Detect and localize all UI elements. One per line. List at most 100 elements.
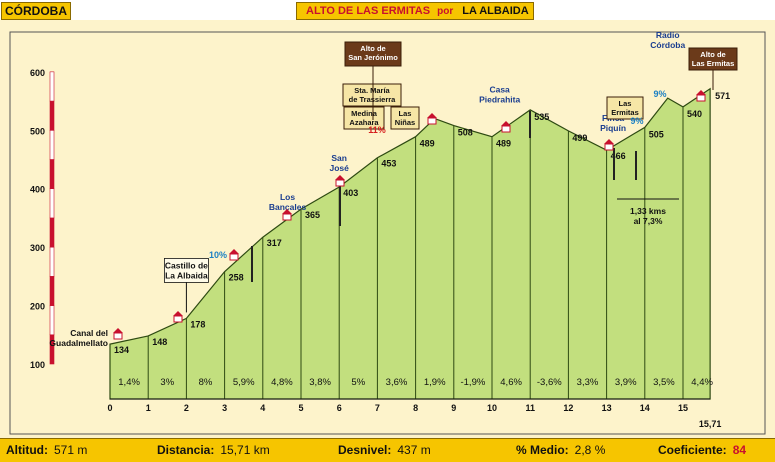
region-label: CÓRDOBA [1,2,71,20]
altitude-scale-block [49,276,55,306]
house-body [335,179,345,187]
footer-desnivel: Desnivel: 437 m [338,443,431,457]
house-roof [335,175,345,180]
segment-gradient-label: 4,4% [691,377,713,388]
segment-gradient-label: 5,9% [233,377,255,388]
house-body [696,94,706,102]
elevation-label: 489 [496,139,511,149]
elevation-label: 403 [343,188,358,198]
sign-box [343,106,385,130]
x-tick-label: 2 [184,403,189,413]
segment-gradient-label: 3,5% [653,377,675,388]
house-icon [282,209,292,221]
x-tick-label: 14 [640,403,650,413]
sign-label: Niñas [395,118,415,127]
elevation-label: 499 [572,133,587,143]
x-tick-label: 12 [563,403,573,413]
house-body [113,332,123,340]
title-por: por [437,6,454,17]
x-tick-label: 10 [487,403,497,413]
house-roof [604,139,614,144]
segment-gradient-label: -3,6% [537,377,562,388]
altitude-scale-block [49,246,55,277]
place-label: Piquín [600,123,626,133]
house-body [173,315,183,323]
altitude-scale-block [49,217,55,248]
segment-gradient-label: 3,8% [309,377,331,388]
elevation-label: 134 [114,345,129,355]
desnivel-label: Desnivel: [338,443,392,457]
segment-gradient-label: 3,3% [577,377,599,388]
sign-label: Alto de [360,44,385,53]
x-tick-label: 3 [222,403,227,413]
chart-panel: 100 200 300 400 500 600 0 1 2 3 4 5 6 7 8 9 10 11 12 13 14 15… [0,20,775,438]
elevation-label: 453 [381,159,396,169]
footer-coef: Coeficiente: 84 [658,443,746,457]
elevation-label: 535 [534,112,549,122]
annotation-label: 11% [368,125,386,135]
title-start: LA ALBAIDA [462,5,529,17]
x-tick-label: 7 [375,403,380,413]
sign-label: Las [399,109,412,118]
y-tick-label: 400 [30,185,45,195]
elevation-label: 540 [687,109,702,119]
house-roof [229,249,239,254]
sign-label: Ermitas [611,108,639,117]
sign-label: San Jerónimo [348,53,398,62]
x-tick-label: 11 [525,403,535,413]
segment-gradient-label: 4,8% [271,377,293,388]
house-icon [113,328,123,340]
y-tick-label: 600 [30,68,45,78]
sign-box [344,41,402,67]
house-roof [282,209,292,214]
elevation-label: 178 [190,319,205,329]
profile-area [109,87,711,400]
house-roof [696,90,706,95]
y-tick-label: 200 [30,302,45,312]
coef-value: 84 [732,443,747,457]
segment-gradient-label: 5% [351,377,365,388]
sign-label: Alto de [700,50,725,59]
stats-footer: Altitud: 571 m Distancia: 15,71 km Desnive… [0,438,775,462]
segment-gradient-label: 1,9% [424,377,446,388]
house-roof [501,121,511,126]
x-tick-label: 6 [337,403,342,413]
x-tick-label: 15,71 [699,419,722,429]
place-label: Casa [489,84,510,94]
y-tick-label: 500 [30,126,45,136]
house-body [282,213,292,221]
place-label: Córdoba [650,40,685,50]
sign-label: Las Ermitas [692,59,735,68]
elevation-label: 365 [305,210,320,220]
altitude-scale-block [49,305,55,336]
house-body [604,143,614,151]
altitud-value: 571 m [53,443,88,457]
top-bar: CÓRDOBA ALTO DE LAS ERMITAS por LA ALBAI… [0,0,775,20]
place-label: Castillo de [165,260,208,270]
elevation-label: 571 [715,91,730,101]
altitude-scale-block [49,71,55,102]
house-body [229,253,239,261]
y-tick-label: 300 [30,243,45,253]
segment-gradient-label: 3,6% [386,377,408,388]
distancia-label: Distancia: [157,443,215,457]
medio-value: 2,8 % [574,443,606,457]
place-label: La Albaida [165,270,208,280]
altitude-scale-block [49,188,55,219]
footer-altitud: Altitud: 571 m [6,443,87,457]
elevation-label: 505 [649,129,664,139]
medio-label: % Medio: [516,443,569,457]
segment-gradient-label: 3,9% [615,377,637,388]
segment-gradient-label: 4,6% [500,377,522,388]
elevation-label: 508 [458,128,473,138]
house-icon [229,249,239,261]
x-tick-label: 15 [678,403,688,413]
sign-label: Las [619,99,632,108]
sign-label: Medina [351,109,378,118]
annotation-label: 1,33 kms [630,206,666,216]
place-label: Bancales [269,202,307,212]
segment-gradient-label: 1,4% [118,377,140,388]
footer-distancia: Distancia: 15,71 km [157,443,270,457]
place-label: Guadalmellato [49,338,108,348]
place-label: Piedrahita [479,94,520,104]
